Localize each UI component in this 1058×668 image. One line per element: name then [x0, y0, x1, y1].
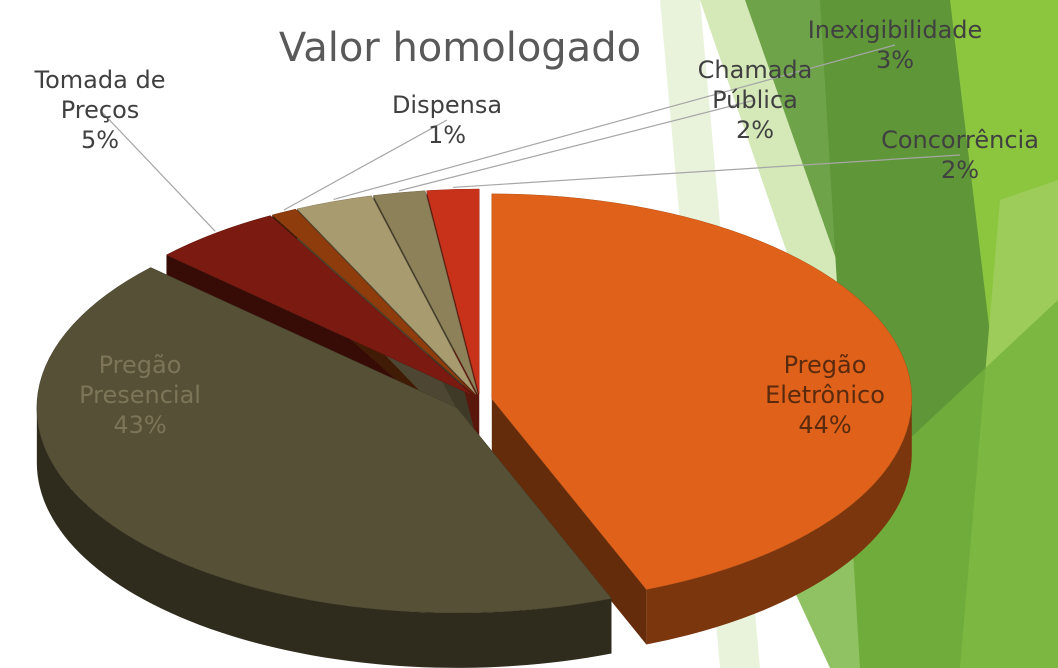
- label-value: 5%: [80, 126, 120, 154]
- slice-side: [36, 407, 612, 668]
- leader-line: [452, 154, 961, 189]
- leader-line: [283, 119, 448, 211]
- label-name: Tomada de Preços: [34, 66, 166, 124]
- label-value: 44%: [798, 411, 852, 439]
- slice: [372, 190, 478, 395]
- label-value: 2%: [940, 156, 980, 184]
- slice: [36, 267, 612, 614]
- label-name: Pregão Eletrônico: [765, 351, 885, 409]
- slice-side: [646, 398, 912, 645]
- slice: [296, 195, 477, 395]
- label-name: Concorrência: [881, 126, 1039, 154]
- slice: [165, 215, 473, 396]
- slice: [426, 188, 480, 395]
- data-label: Chamada Pública 2%: [690, 55, 820, 145]
- pie: [36, 44, 961, 668]
- chart-title: Valor homologado: [278, 25, 642, 71]
- data-label: Dispensa 1%: [377, 90, 517, 150]
- label-value: 1%: [427, 121, 467, 149]
- label-value: 43%: [113, 411, 167, 439]
- leader-line: [99, 109, 216, 232]
- slice: [271, 208, 475, 395]
- leader-line: [333, 44, 896, 201]
- data-label: Pregão Presencial 43%: [50, 350, 230, 440]
- label-name: Pregão Presencial: [79, 351, 201, 409]
- label-name: Chamada Pública: [697, 56, 813, 114]
- data-label: Tomada de Preços 5%: [20, 65, 180, 155]
- label-value: 3%: [875, 46, 915, 74]
- data-label: Pregão Eletrônico 44%: [740, 350, 910, 440]
- slice-cut: [491, 398, 647, 645]
- data-label: Concorrência 2%: [860, 125, 1058, 185]
- slice: [491, 193, 912, 590]
- leader-line: [398, 99, 756, 192]
- label-name: Dispensa: [391, 91, 503, 119]
- data-label: Inexigibilidade 3%: [780, 15, 1010, 75]
- label-value: 2%: [735, 116, 775, 144]
- label-name: Inexigibilidade: [807, 16, 983, 44]
